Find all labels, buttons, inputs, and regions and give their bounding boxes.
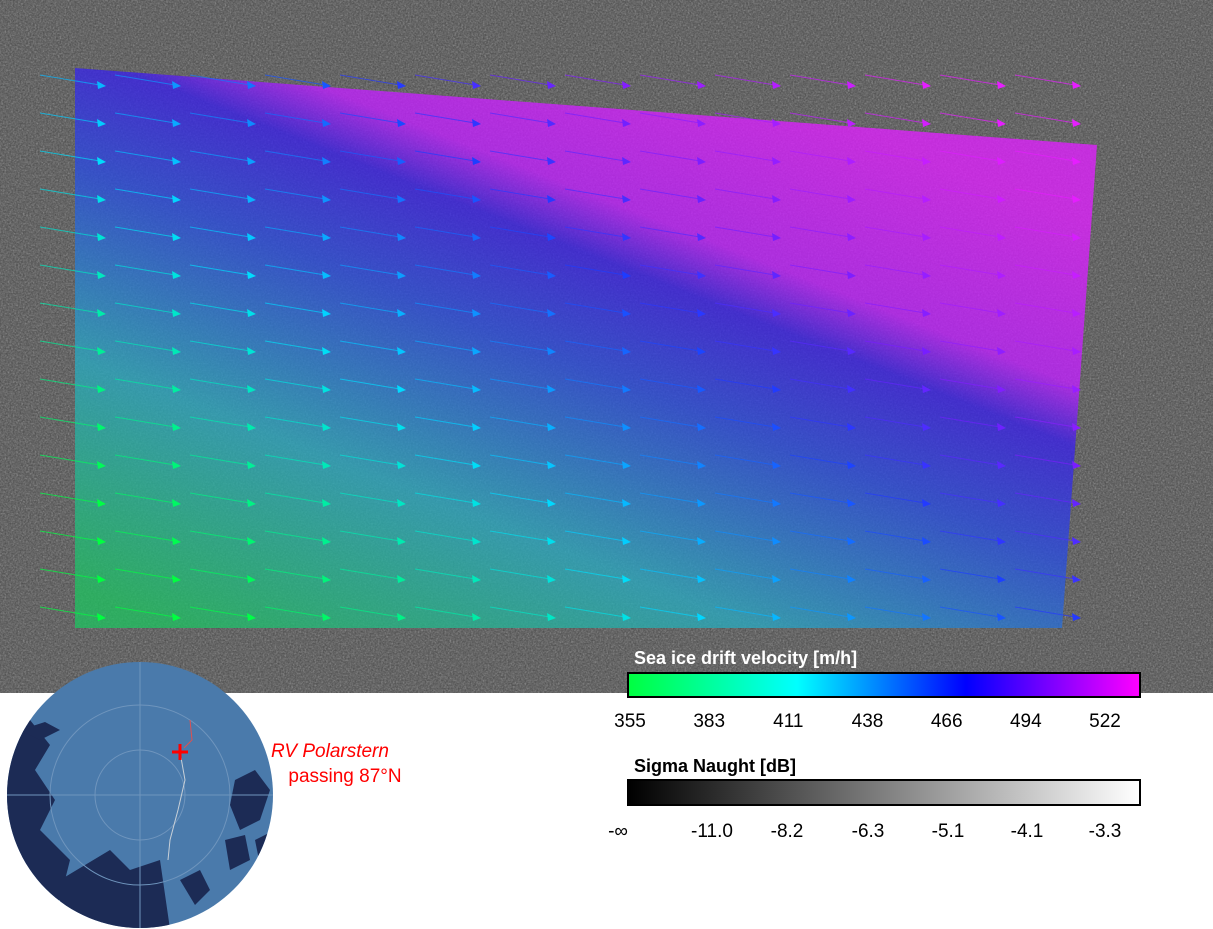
velocity-colorbar-title: Sea ice drift velocity [m/h]: [634, 648, 857, 668]
velocity-colorbar: [628, 673, 1140, 697]
sigma-colorbar-title: Sigma Naught [dB]: [634, 756, 796, 776]
sigma-ticks: -∞ -11.0 -8.2 -6.3 -5.1 -4.1 -3.3: [608, 821, 1121, 842]
velocity-tick-label: 522: [1089, 711, 1121, 732]
velocity-ticks: 355 383 411 438 466 494 522: [614, 711, 1121, 732]
velocity-tick-label: 494: [1010, 711, 1042, 732]
velocity-tick-label: 438: [852, 711, 884, 732]
page: Sea ice drift velocity [m/h] 355 383 411 43…: [0, 0, 1213, 929]
sigma-tick-label: -6.3: [852, 821, 885, 842]
sigma-tick-label: -8.2: [771, 821, 804, 842]
sigma-tick-label: -4.1: [1011, 821, 1044, 842]
sigma-tick-label: -∞: [608, 821, 628, 842]
sigma-colorbar: [628, 780, 1140, 805]
ship-note: passing 87°N: [288, 766, 401, 787]
globe: [0, 662, 280, 929]
sigma-tick-label: -3.3: [1089, 821, 1122, 842]
velocity-tick-label: 466: [931, 711, 963, 732]
sigma-tick-label: -11.0: [691, 821, 733, 842]
velocity-tick-label: 355: [614, 711, 646, 732]
sigma-tick-label: -5.1: [932, 821, 965, 842]
velocity-tick-label: 411: [773, 711, 803, 732]
ship-name: RV Polarstern: [271, 741, 389, 762]
velocity-tick-label: 383: [693, 711, 725, 732]
